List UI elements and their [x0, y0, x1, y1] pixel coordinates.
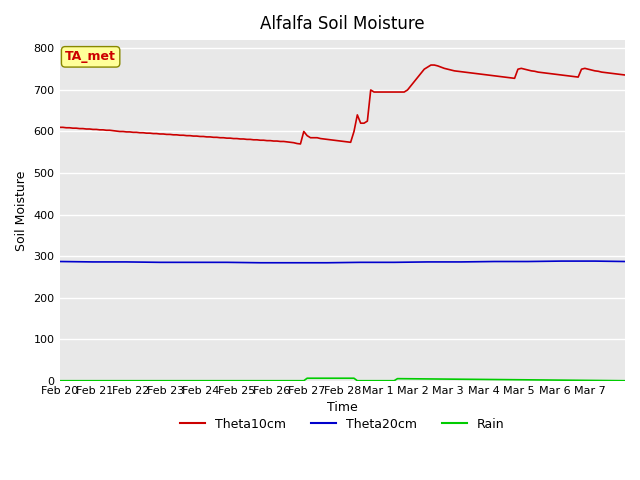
- Theta20cm: [257, 260, 264, 265]
- Rain: [56, 378, 63, 384]
- Rain: [390, 378, 398, 384]
- Rain: [353, 378, 361, 384]
- X-axis label: Time: Time: [327, 401, 358, 414]
- Theta10cm: [427, 62, 435, 68]
- Theta20cm: [524, 259, 532, 264]
- Y-axis label: Soil Moisture: Soil Moisture: [15, 170, 28, 251]
- Theta20cm: [189, 260, 197, 265]
- Theta20cm: [591, 258, 599, 264]
- Theta20cm: [557, 258, 565, 264]
- Theta20cm: [156, 260, 164, 265]
- Theta10cm: [266, 138, 274, 144]
- Theta20cm: [56, 259, 63, 264]
- Rain: [621, 378, 629, 384]
- Rain: [300, 378, 308, 384]
- Theta20cm: [323, 260, 331, 265]
- Theta20cm: [290, 260, 298, 265]
- Theta20cm: [123, 259, 131, 265]
- Theta10cm: [333, 138, 341, 144]
- Theta10cm: [136, 130, 144, 136]
- Theta10cm: [568, 73, 575, 79]
- Theta20cm: [357, 260, 365, 265]
- Theta20cm: [223, 260, 230, 265]
- Theta20cm: [390, 260, 398, 265]
- Theta10cm: [357, 120, 365, 126]
- Theta10cm: [621, 72, 629, 78]
- Theta10cm: [330, 137, 338, 143]
- Line: Theta20cm: Theta20cm: [60, 261, 625, 263]
- Line: Rain: Rain: [60, 378, 625, 381]
- Line: Theta10cm: Theta10cm: [60, 65, 625, 144]
- Rain: [303, 375, 311, 381]
- Theta20cm: [621, 259, 629, 264]
- Theta10cm: [56, 124, 63, 130]
- Rain: [350, 375, 358, 381]
- Title: Alfalfa Soil Moisture: Alfalfa Soil Moisture: [260, 15, 424, 33]
- Text: TA_met: TA_met: [65, 50, 116, 63]
- Theta10cm: [296, 141, 304, 147]
- Theta20cm: [457, 259, 465, 265]
- Legend: Theta10cm, Theta20cm, Rain: Theta10cm, Theta20cm, Rain: [175, 413, 509, 436]
- Theta20cm: [424, 259, 431, 265]
- Theta20cm: [491, 259, 499, 264]
- Theta20cm: [89, 259, 97, 265]
- Rain: [394, 376, 401, 382]
